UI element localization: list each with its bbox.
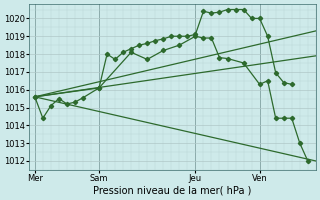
- X-axis label: Pression niveau de la mer( hPa ): Pression niveau de la mer( hPa ): [93, 186, 252, 196]
